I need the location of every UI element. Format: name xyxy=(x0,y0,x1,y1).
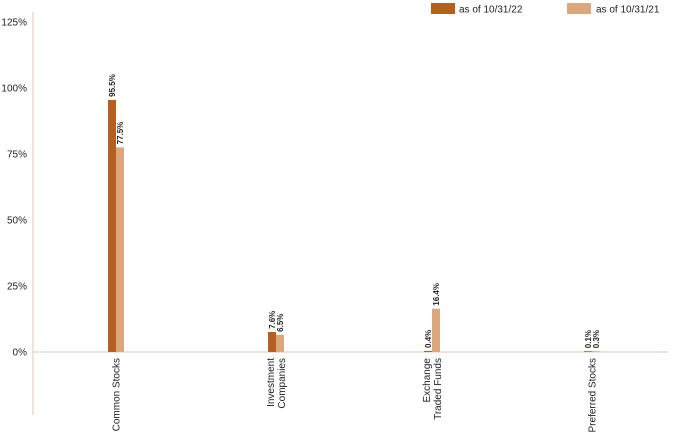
bar-fy21-1 xyxy=(276,334,284,352)
x-category-label: Common Stocks xyxy=(112,358,123,431)
bar-fy22-1 xyxy=(268,331,276,352)
legend-swatch xyxy=(431,3,455,14)
legend-label: as of 10/31/22 xyxy=(459,5,523,16)
bar-fy22-3 xyxy=(584,351,592,352)
x-category-label: Investment xyxy=(266,358,277,407)
data-label: 16.4% xyxy=(432,283,441,306)
bar-series: 95.5% 7.6% 0.4% 0.1% 77.5% 6.5% 16.4% 0.3% xyxy=(108,74,601,352)
y-tick-label: 50% xyxy=(7,216,27,227)
bar-fy21-3 xyxy=(592,351,600,352)
data-label: 95.5% xyxy=(108,74,117,97)
y-tick-label: 100% xyxy=(1,84,27,95)
legend-swatch xyxy=(567,3,591,14)
x-category-label: Companies xyxy=(277,358,288,409)
legend-label: as of 10/31/21 xyxy=(596,5,660,16)
bar-fy22-0 xyxy=(108,99,116,352)
x-category-label: Exchange xyxy=(422,358,433,403)
bar-fy21-2 xyxy=(432,308,440,352)
x-category-label: Preferred Stocks xyxy=(588,358,599,432)
data-label: 0.1% xyxy=(584,330,593,348)
y-axis: 0% 25% 50% 75% 100% 125% xyxy=(1,12,668,415)
bar-fy22-2 xyxy=(424,350,432,352)
data-label: 0.4% xyxy=(424,330,433,348)
data-label: 6.5% xyxy=(276,314,285,332)
x-category-label: Traded Funds xyxy=(433,358,444,420)
data-label: 7.6% xyxy=(268,311,277,329)
y-tick-label: 125% xyxy=(1,18,27,29)
data-label: 77.5% xyxy=(116,122,125,145)
y-tick-label: 0% xyxy=(13,348,28,359)
y-tick-label: 25% xyxy=(7,282,27,293)
x-axis: Common Stocks Investment Companies Exchange… xyxy=(112,358,599,433)
bar-fy21-0 xyxy=(116,147,124,352)
y-tick-label: 75% xyxy=(7,150,27,161)
data-label: 0.3% xyxy=(592,330,601,348)
chart-legend: as of 10/31/22 as of 10/31/21 xyxy=(431,3,660,16)
